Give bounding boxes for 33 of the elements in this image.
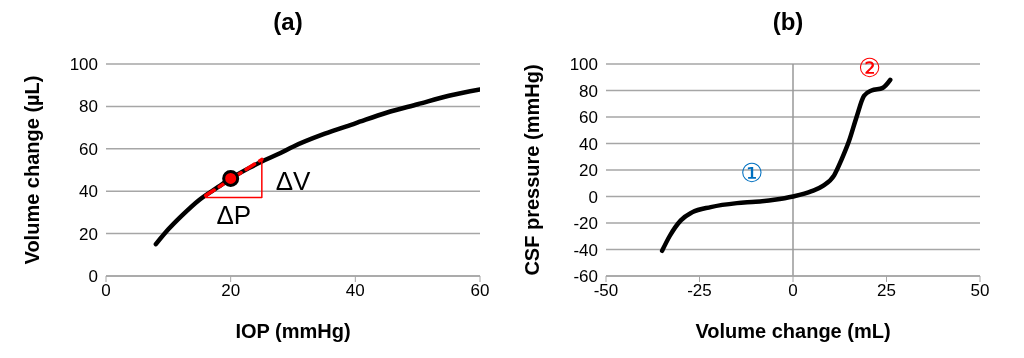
x-tick-label: 25 — [877, 281, 896, 301]
y-tick-label: 80 — [579, 81, 598, 101]
x-tick-label: 60 — [470, 281, 490, 301]
x-tick-label: 0 — [788, 281, 798, 301]
x-tick-label: 20 — [221, 281, 241, 301]
y-tick-label: 60 — [79, 139, 98, 159]
annotation: ② — [858, 53, 882, 84]
y-tick-label: 40 — [79, 182, 98, 202]
x-axis-title: IOP (mmHg) — [235, 320, 351, 342]
y-tick-label: 20 — [79, 224, 98, 244]
y-tick-label: 40 — [579, 134, 598, 154]
y-tick-label: -20 — [573, 214, 598, 234]
annotation: ΔP — [216, 199, 252, 230]
annotation: ① — [740, 157, 764, 188]
y-tick-label: -40 — [573, 240, 598, 260]
y-tick-label: 0 — [588, 187, 598, 207]
x-tick-label: 40 — [345, 281, 365, 301]
x-tick-label: 50 — [970, 281, 990, 301]
y-axis-title: CSF pressure (mmHg) — [521, 64, 544, 276]
y-tick-label: 80 — [79, 97, 98, 117]
y-tick-label: 20 — [579, 161, 598, 181]
y-tick-label: 0 — [88, 267, 98, 287]
chart-title: (a) — [272, 8, 304, 37]
annotation: ΔV — [275, 165, 312, 196]
x-axis-title: Volume change (mL) — [695, 320, 891, 342]
chart-title: (b) — [771, 8, 805, 37]
x-tick-label: 0 — [101, 281, 111, 301]
x-tick-label: -25 — [687, 281, 712, 301]
y-tick-label: 100 — [69, 55, 98, 75]
y-tick-label: 100 — [569, 55, 598, 75]
y-tick-label: 60 — [579, 108, 598, 128]
y-axis-title: Volume change (µL) — [21, 75, 44, 265]
line-series — [659, 77, 893, 254]
